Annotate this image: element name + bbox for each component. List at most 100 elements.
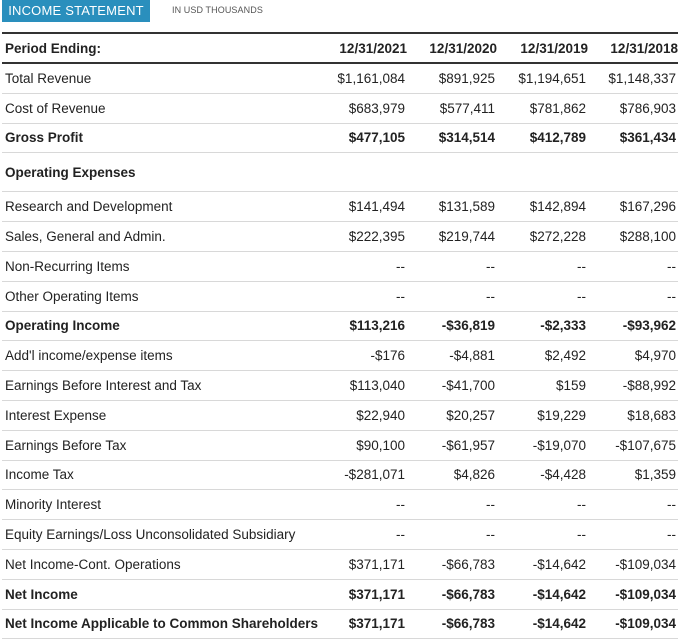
row-value: $361,434 <box>588 123 678 154</box>
row-label: Sales, General and Admin. <box>2 221 317 252</box>
column-header-2020: 12/31/2020 <box>407 32 497 64</box>
row-value: $113,216 <box>317 311 407 342</box>
row-label: Net Income-Cont. Operations <box>2 549 317 580</box>
row-value: -- <box>588 519 678 550</box>
row-value: -$4,881 <box>407 340 497 372</box>
row-value: $2,492 <box>497 340 588 372</box>
row-value: -$66,783 <box>407 579 497 610</box>
row-value: -$41,700 <box>407 370 497 401</box>
row-value: -$2,333 <box>497 311 588 342</box>
row-value: -$281,071 <box>317 460 407 491</box>
row-value: $577,411 <box>407 93 497 124</box>
table-row: Equity Earnings/Loss Unconsolidated Subs… <box>2 519 678 550</box>
row-label: Net Income <box>2 579 317 610</box>
row-value: -$176 <box>317 340 407 372</box>
row-value: $167,296 <box>588 191 678 223</box>
row-value: $141,494 <box>317 191 407 223</box>
row-value: $412,789 <box>497 123 588 154</box>
income-statement-table-wrapper: Period Ending: 12/31/2021 12/31/2020 12/… <box>2 32 678 639</box>
table-row: Net Income Applicable to Common Sharehol… <box>2 609 678 639</box>
tab-income-statement[interactable]: INCOME STATEMENT <box>2 0 150 22</box>
row-value: $219,744 <box>407 221 497 252</box>
row-value: $159 <box>497 370 588 401</box>
row-value: -$109,034 <box>588 549 678 580</box>
row-value: -- <box>407 251 497 282</box>
header-row: Period Ending: 12/31/2021 12/31/2020 12/… <box>2 32 678 64</box>
row-value: -$107,675 <box>588 430 678 461</box>
row-label: Operating Income <box>2 311 317 342</box>
table-row: Gross Profit $477,105 $314,514 $412,789 $361… <box>2 123 678 154</box>
row-value: -- <box>317 281 407 312</box>
row-value: $22,940 <box>317 400 407 431</box>
row-value: $781,862 <box>497 93 588 124</box>
table-header: Period Ending: 12/31/2021 12/31/2020 12/… <box>2 32 678 64</box>
row-label: Non-Recurring Items <box>2 251 317 282</box>
row-value: -$14,642 <box>497 609 588 639</box>
row-label: Total Revenue <box>2 63 317 94</box>
table-row: Add'l income/expense items -$176 -$4,881 $2… <box>2 340 678 372</box>
row-value: $1,161,084 <box>317 63 407 94</box>
table-row: Earnings Before Interest and Tax $113,040… <box>2 370 678 401</box>
row-value: $4,826 <box>407 460 497 491</box>
row-value: $371,171 <box>317 549 407 580</box>
table-row: Operating Income $113,216 -$36,819 -$2,333-… <box>2 311 678 342</box>
row-value <box>497 152 588 193</box>
table-row: Other Operating Items -- -- -- -- <box>2 281 678 312</box>
row-value: -- <box>317 251 407 282</box>
row-label: Earnings Before Tax <box>2 430 317 461</box>
row-value: $1,359 <box>588 460 678 491</box>
table-row: Earnings Before Tax $90,100 -$61,957 -$19,0… <box>2 430 678 461</box>
row-value: -- <box>407 489 497 521</box>
row-value: $1,148,337 <box>588 63 678 94</box>
row-label: Operating Expenses <box>2 152 317 193</box>
units-label: IN USD THOUSANDS <box>172 5 263 15</box>
row-value: $371,171 <box>317 579 407 610</box>
table-row: Net Income-Cont. Operations $371,171 -$66,… <box>2 549 678 580</box>
table-row: Minority Interest -- -- -- -- <box>2 489 678 521</box>
table-row: Total Revenue $1,161,084 $891,925 $1,194,65… <box>2 63 678 94</box>
row-value: $19,229 <box>497 400 588 431</box>
row-value: -- <box>317 519 407 550</box>
row-value: -- <box>317 489 407 521</box>
table-row: Net Income $371,171 -$66,783 -$14,642 -$109,… <box>2 579 678 610</box>
row-value: -$19,070 <box>497 430 588 461</box>
row-value: -$109,034 <box>588 609 678 639</box>
table-body: Total Revenue $1,161,084 $891,925 $1,194,65… <box>2 63 678 639</box>
row-value <box>317 152 407 193</box>
table-row: Interest Expense $22,940 $20,257 $19,229 $18… <box>2 400 678 431</box>
row-label: Minority Interest <box>2 489 317 521</box>
row-label: Equity Earnings/Loss Unconsolidated Subs… <box>2 519 317 550</box>
row-value: $891,925 <box>407 63 497 94</box>
table-row: Non-Recurring Items -- -- -- -- <box>2 251 678 282</box>
statement-header: INCOME STATEMENT IN USD THOUSANDS <box>0 0 686 26</box>
row-value: -- <box>588 251 678 282</box>
row-value: -$88,992 <box>588 370 678 401</box>
row-value: -- <box>407 281 497 312</box>
table-row: Operating Expenses <box>2 152 678 193</box>
row-value: -$93,962 <box>588 311 678 342</box>
row-value: -- <box>407 519 497 550</box>
row-value: -$36,819 <box>407 311 497 342</box>
row-value: $142,894 <box>497 191 588 223</box>
row-value: -- <box>588 489 678 521</box>
row-value: $1,194,651 <box>497 63 588 94</box>
row-label: Cost of Revenue <box>2 93 317 124</box>
row-value: -- <box>497 489 588 521</box>
column-header-2019: 12/31/2019 <box>497 32 588 64</box>
row-value: $272,228 <box>497 221 588 252</box>
column-header-2021: 12/31/2021 <box>317 32 407 64</box>
row-label: Interest Expense <box>2 400 317 431</box>
row-value: -- <box>588 281 678 312</box>
table-row: Sales, General and Admin. $222,395 $219,74… <box>2 221 678 252</box>
row-value: $113,040 <box>317 370 407 401</box>
table-row: Income Tax -$281,071 $4,826 -$4,428 $1,359 <box>2 460 678 491</box>
row-value: -- <box>497 281 588 312</box>
row-label: Add'l income/expense items <box>2 340 317 372</box>
row-label: Income Tax <box>2 460 317 491</box>
table-row: Research and Development $141,494 $131,589… <box>2 191 678 223</box>
row-label: Gross Profit <box>2 123 317 154</box>
income-statement-table: Period Ending: 12/31/2021 12/31/2020 12/… <box>2 32 678 639</box>
row-value <box>407 152 497 193</box>
row-value: -$66,783 <box>407 549 497 580</box>
row-value: $20,257 <box>407 400 497 431</box>
